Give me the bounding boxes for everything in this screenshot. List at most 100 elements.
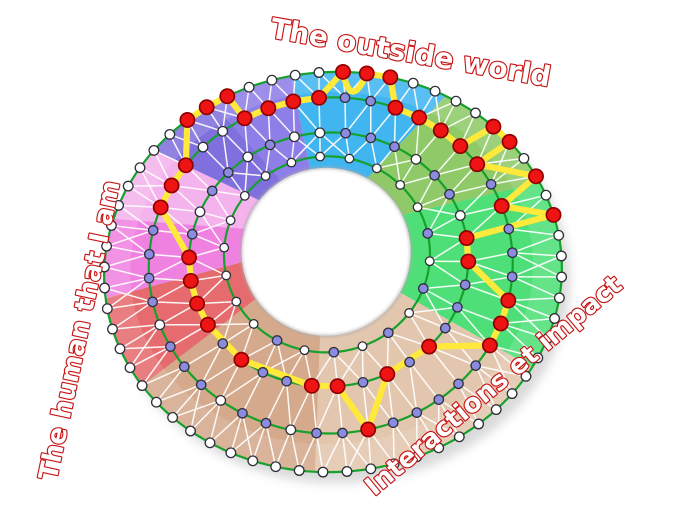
edge: [285, 380, 292, 431]
edge: [129, 324, 161, 369]
graph-node: [453, 378, 464, 390]
milestone-node: [219, 88, 236, 105]
graph-node: [549, 313, 561, 324]
graph-node: [429, 170, 440, 181]
edge: [105, 245, 151, 255]
graph-node: [143, 248, 155, 260]
edge: [344, 96, 347, 134]
graph-node: [178, 361, 190, 373]
milestone-node: [163, 177, 180, 194]
edge: [416, 411, 440, 449]
edge: [110, 224, 151, 255]
graph-node: [344, 153, 355, 164]
graph-node: [136, 380, 148, 392]
edge: [290, 429, 300, 472]
graph-node: [453, 431, 465, 443]
graph-node: [242, 151, 254, 163]
graph-node: [289, 69, 301, 81]
graph-node: [114, 343, 126, 355]
milestone-node: [198, 99, 215, 116]
graph-node: [371, 163, 382, 174]
edge: [511, 234, 560, 254]
milestone-node: [236, 110, 253, 127]
graph-node: [450, 95, 462, 107]
graph-node: [417, 283, 429, 294]
graph-node: [339, 92, 351, 104]
graph-node: [195, 379, 207, 391]
graph-node: [206, 185, 218, 197]
edge: [408, 312, 447, 329]
graph-node: [217, 338, 229, 349]
milestone-node: [329, 378, 346, 395]
edge: [422, 284, 466, 290]
graph-node: [365, 95, 377, 107]
edge: [111, 301, 154, 330]
graph-node: [365, 132, 377, 144]
edge: [422, 287, 447, 329]
graph-node: [553, 229, 565, 241]
graph-node: [340, 127, 351, 139]
graph-node: [444, 188, 455, 200]
milestone-node: [387, 99, 404, 116]
edge: [456, 306, 491, 347]
graph-node: [101, 240, 113, 252]
edge: [392, 421, 418, 458]
edge: [222, 300, 238, 345]
milestone-node: [432, 122, 449, 139]
graph-node: [410, 153, 422, 165]
graph-node: [288, 131, 300, 143]
graph-node: [239, 190, 250, 201]
graph-node: [313, 67, 325, 78]
graph-node: [424, 256, 435, 267]
milestone-node: [411, 109, 428, 126]
milestone-node: [199, 316, 216, 333]
graph-node: [507, 247, 518, 259]
graph-node: [98, 261, 110, 273]
edge: [103, 277, 150, 289]
graph-node: [454, 210, 466, 221]
edge: [106, 277, 150, 310]
edge: [241, 412, 254, 462]
edge: [428, 345, 477, 367]
edge: [392, 421, 395, 465]
graph-node: [429, 85, 441, 97]
edge: [189, 399, 222, 432]
graph-node: [470, 360, 482, 371]
edge: [105, 229, 154, 247]
edge: [489, 344, 539, 359]
graph-node: [452, 301, 463, 313]
graph-node: [124, 362, 136, 374]
graph-node: [411, 407, 423, 418]
sector-green-olive: [367, 96, 540, 215]
edge: [119, 345, 172, 350]
milestone-node: [303, 377, 320, 394]
milestone-node: [260, 100, 277, 117]
edge: [474, 364, 513, 395]
graph-node: [225, 215, 236, 226]
graph-node: [285, 424, 297, 436]
milestone-node: [360, 421, 377, 438]
milestone-node: [493, 198, 510, 214]
milestone-node: [421, 338, 438, 355]
graph-node: [540, 189, 552, 201]
edge: [227, 171, 267, 177]
graph-node: [215, 394, 227, 406]
edge: [230, 412, 244, 454]
graph-node: [315, 151, 326, 162]
edge: [219, 371, 264, 402]
graph-node: [167, 411, 179, 423]
edge: [117, 204, 154, 232]
milestone-node: [492, 315, 509, 332]
graph-node: [518, 152, 530, 164]
edge: [416, 174, 436, 208]
milestone-node: [181, 249, 198, 266]
edge: [448, 183, 492, 196]
edge: [422, 287, 459, 309]
graph-node: [404, 356, 415, 368]
edge: [202, 146, 230, 174]
graph-node: [473, 418, 485, 430]
diagram-root: [98, 63, 570, 484]
edge: [211, 190, 232, 222]
graph-node: [217, 125, 229, 137]
